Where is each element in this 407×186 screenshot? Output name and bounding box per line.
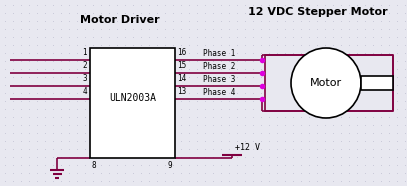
Text: Phase 1: Phase 1: [203, 49, 235, 58]
Text: 13: 13: [177, 87, 186, 96]
Bar: [361, 76, 393, 90]
Text: 15: 15: [177, 61, 186, 70]
Text: +12 V: +12 V: [235, 143, 260, 152]
Text: Phase 2: Phase 2: [203, 62, 235, 71]
Text: Phase 4: Phase 4: [203, 88, 235, 97]
Text: 2: 2: [82, 61, 87, 70]
Text: 14: 14: [177, 74, 186, 83]
Text: 8: 8: [92, 161, 96, 170]
Text: 4: 4: [82, 87, 87, 96]
Circle shape: [291, 48, 361, 118]
Text: Phase 3: Phase 3: [203, 75, 235, 84]
Text: 16: 16: [177, 48, 186, 57]
Text: Motor Driver: Motor Driver: [80, 15, 160, 25]
Bar: [90, 48, 175, 158]
Text: 9: 9: [167, 161, 172, 170]
Text: ULN2003A: ULN2003A: [109, 93, 156, 103]
Text: Motor: Motor: [310, 78, 342, 88]
Text: 3: 3: [82, 74, 87, 83]
Text: 1: 1: [82, 48, 87, 57]
Text: 12 VDC Stepper Motor: 12 VDC Stepper Motor: [248, 7, 388, 17]
Bar: [265, 55, 393, 111]
